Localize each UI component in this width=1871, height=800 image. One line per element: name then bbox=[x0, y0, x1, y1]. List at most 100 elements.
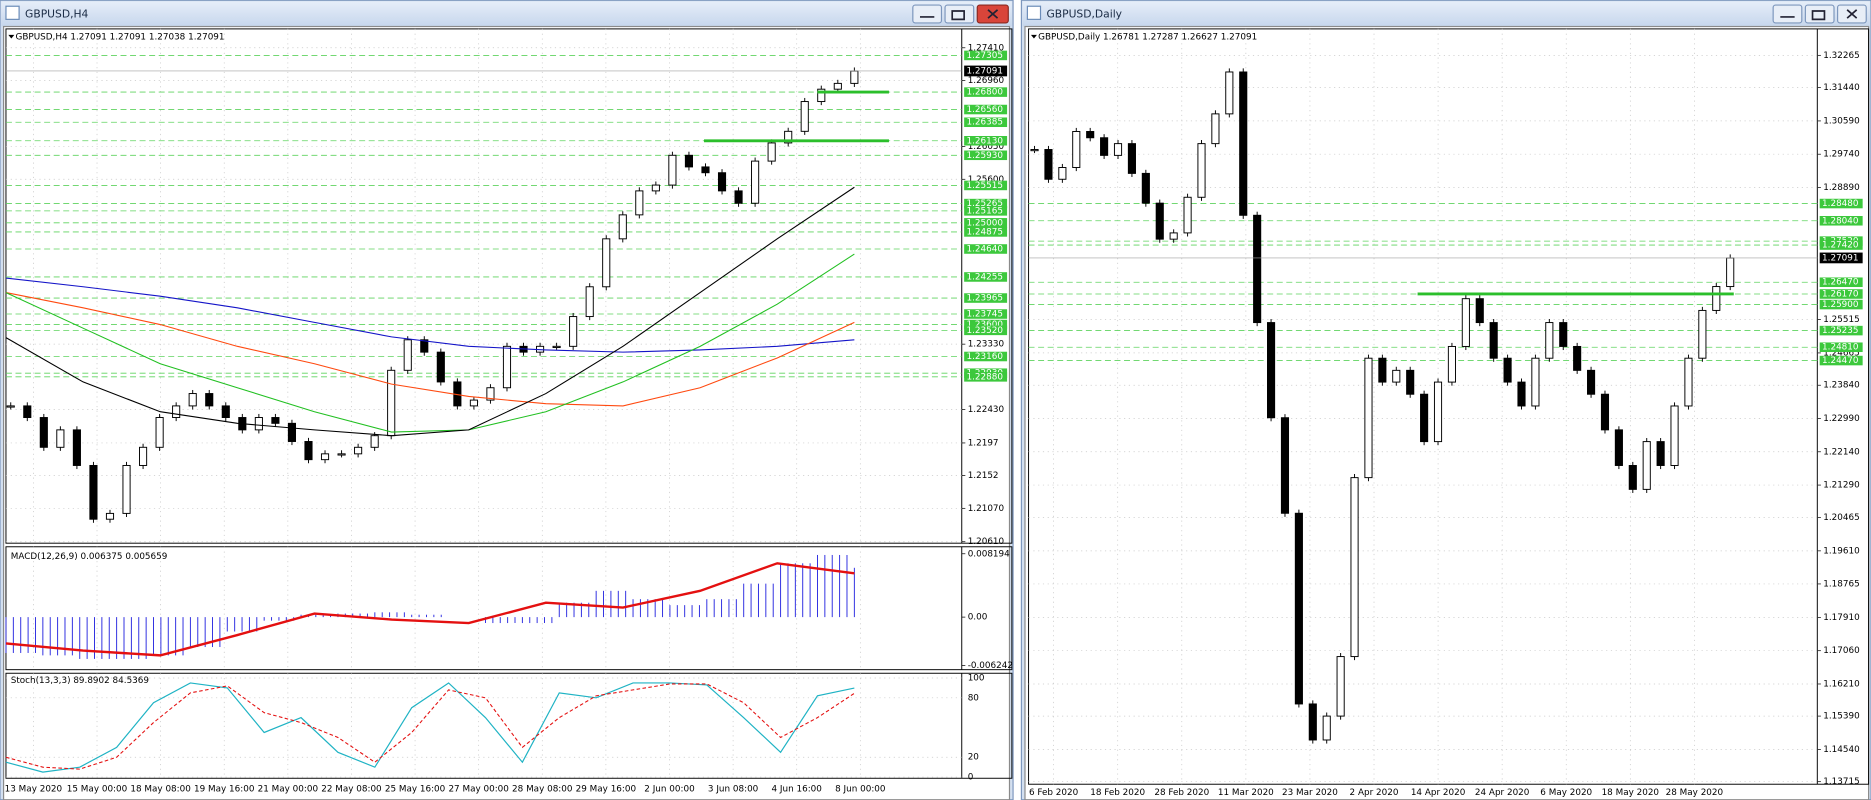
candle-body bbox=[850, 70, 859, 84]
restore-button[interactable] bbox=[1804, 4, 1835, 24]
candle-body bbox=[486, 387, 495, 401]
candle-body bbox=[469, 399, 478, 407]
macd-tick-label: 0.008194 bbox=[968, 549, 1010, 559]
date-label: 25 May 16:00 bbox=[385, 784, 446, 794]
level-label-bg bbox=[1819, 240, 1863, 250]
restore-button[interactable] bbox=[944, 4, 975, 24]
candle-body bbox=[1225, 71, 1234, 115]
window-icon bbox=[1026, 5, 1042, 20]
candle-body bbox=[320, 453, 330, 461]
stoch-tick-label: 20 bbox=[968, 753, 980, 763]
candle-body bbox=[800, 101, 809, 132]
price-tick-label: 1.20465 bbox=[1823, 513, 1859, 523]
date-label: 11 Mar 2020 bbox=[1218, 788, 1274, 798]
price-tick-label: 1.28890 bbox=[1823, 183, 1860, 193]
candle-body bbox=[271, 417, 280, 424]
indicator-label: MACD(12,26,9) 0.006375 0.005659 bbox=[11, 552, 168, 562]
candle-body bbox=[6, 405, 15, 408]
candle-body bbox=[370, 435, 379, 448]
macd-tick-label: 0.00 bbox=[968, 613, 988, 623]
level-label: 1.23745 bbox=[967, 310, 1003, 320]
candle-body bbox=[304, 441, 313, 461]
title-bar bbox=[1022, 1, 1870, 27]
candle-body bbox=[122, 464, 131, 514]
price-tick-label: 1.25515 bbox=[1823, 315, 1859, 325]
level-label-bg bbox=[1819, 277, 1863, 288]
candle-body bbox=[1392, 369, 1401, 383]
price-tick-label: 1.23840 bbox=[1823, 381, 1860, 391]
price-tick-label: 1.27410 bbox=[968, 43, 1005, 53]
price-tick-label: 1.17060 bbox=[1823, 646, 1860, 656]
level-label-bg bbox=[964, 227, 1008, 237]
candle-body bbox=[1447, 345, 1456, 383]
macd-tick-label: -0.006242 bbox=[968, 661, 1013, 671]
price-tick-label: 1.13715 bbox=[1823, 777, 1859, 787]
candle-body bbox=[403, 339, 412, 371]
level-label: 1.23520 bbox=[967, 326, 1004, 336]
level-label-bg bbox=[964, 180, 1008, 191]
price-tick-label: 1.32265 bbox=[1823, 51, 1859, 61]
candle-body bbox=[139, 446, 148, 466]
candle-body bbox=[1420, 393, 1429, 443]
price-tick-label: 1.14540 bbox=[1823, 745, 1860, 755]
level-label: 1.28480 bbox=[1822, 199, 1859, 209]
level-label: 1.26560 bbox=[967, 105, 1004, 115]
price-tick-label: 1.24665 bbox=[1823, 348, 1859, 358]
date-label: 18 May 2020 bbox=[1602, 788, 1660, 798]
candle-body bbox=[1545, 322, 1554, 359]
stoch-tick-label: 80 bbox=[968, 693, 980, 703]
price-tick-label: 1.18765 bbox=[1823, 579, 1859, 589]
price-tick-label: 1.2197 bbox=[968, 438, 999, 448]
candle-body bbox=[1030, 149, 1039, 152]
level-label: 1.27420 bbox=[1822, 241, 1859, 251]
level-label: 1.25235 bbox=[1822, 326, 1858, 336]
panel bbox=[5, 672, 1013, 779]
candle-body bbox=[1058, 167, 1067, 180]
candle-body bbox=[1350, 477, 1359, 658]
candle-body bbox=[1433, 381, 1443, 443]
candle-body bbox=[1308, 703, 1317, 741]
candle-body bbox=[72, 429, 81, 466]
candle-body bbox=[1406, 369, 1415, 395]
candle-body bbox=[1614, 429, 1623, 466]
date-label: 23 Mar 2020 bbox=[1282, 788, 1338, 798]
candle-body bbox=[1573, 345, 1582, 371]
candle-body bbox=[337, 453, 346, 456]
minimize-button[interactable] bbox=[1772, 4, 1803, 24]
price-tick-label: 1.31440 bbox=[1823, 83, 1860, 93]
date-label: 6 May 2020 bbox=[1540, 788, 1592, 798]
candle-body bbox=[105, 512, 115, 520]
candle-body bbox=[1141, 172, 1150, 204]
date-label: 28 May 2020 bbox=[1666, 788, 1724, 798]
stoch-tick-label: 0 bbox=[968, 773, 974, 783]
level-label: 1.28040 bbox=[1822, 216, 1859, 226]
level-label: 1.27305 bbox=[967, 51, 1003, 61]
level-label-bg bbox=[964, 319, 1008, 330]
level-label: 1.24810 bbox=[1822, 343, 1859, 353]
level-label: 1.26470 bbox=[1822, 278, 1859, 288]
candle-body bbox=[569, 316, 578, 347]
date-label: 15 May 00:00 bbox=[67, 784, 128, 794]
stoch-main bbox=[5, 682, 855, 773]
candle-body bbox=[354, 446, 363, 455]
level-label-bg bbox=[1819, 289, 1863, 299]
window-icon bbox=[5, 5, 20, 20]
minimize-button[interactable] bbox=[912, 4, 943, 24]
candle-body bbox=[254, 417, 263, 431]
date-label: 18 May 08:00 bbox=[130, 784, 191, 794]
level-label-bg bbox=[964, 104, 1008, 115]
level-label-bg bbox=[964, 50, 1008, 61]
candle-body bbox=[1642, 441, 1651, 490]
date-label: 3 Jun 08:00 bbox=[708, 784, 759, 794]
candle-body bbox=[1155, 202, 1164, 240]
level-label: 1.23965 bbox=[967, 294, 1003, 304]
date-label: 18 Feb 2020 bbox=[1090, 788, 1145, 798]
level-label: 1.23600 bbox=[967, 320, 1004, 330]
candle-body bbox=[817, 88, 826, 103]
candle-body bbox=[172, 405, 181, 419]
candle-body bbox=[1600, 393, 1610, 431]
candle-body bbox=[1364, 357, 1373, 479]
candle-body bbox=[1698, 309, 1707, 359]
date-label: 24 Apr 2020 bbox=[1475, 788, 1530, 798]
